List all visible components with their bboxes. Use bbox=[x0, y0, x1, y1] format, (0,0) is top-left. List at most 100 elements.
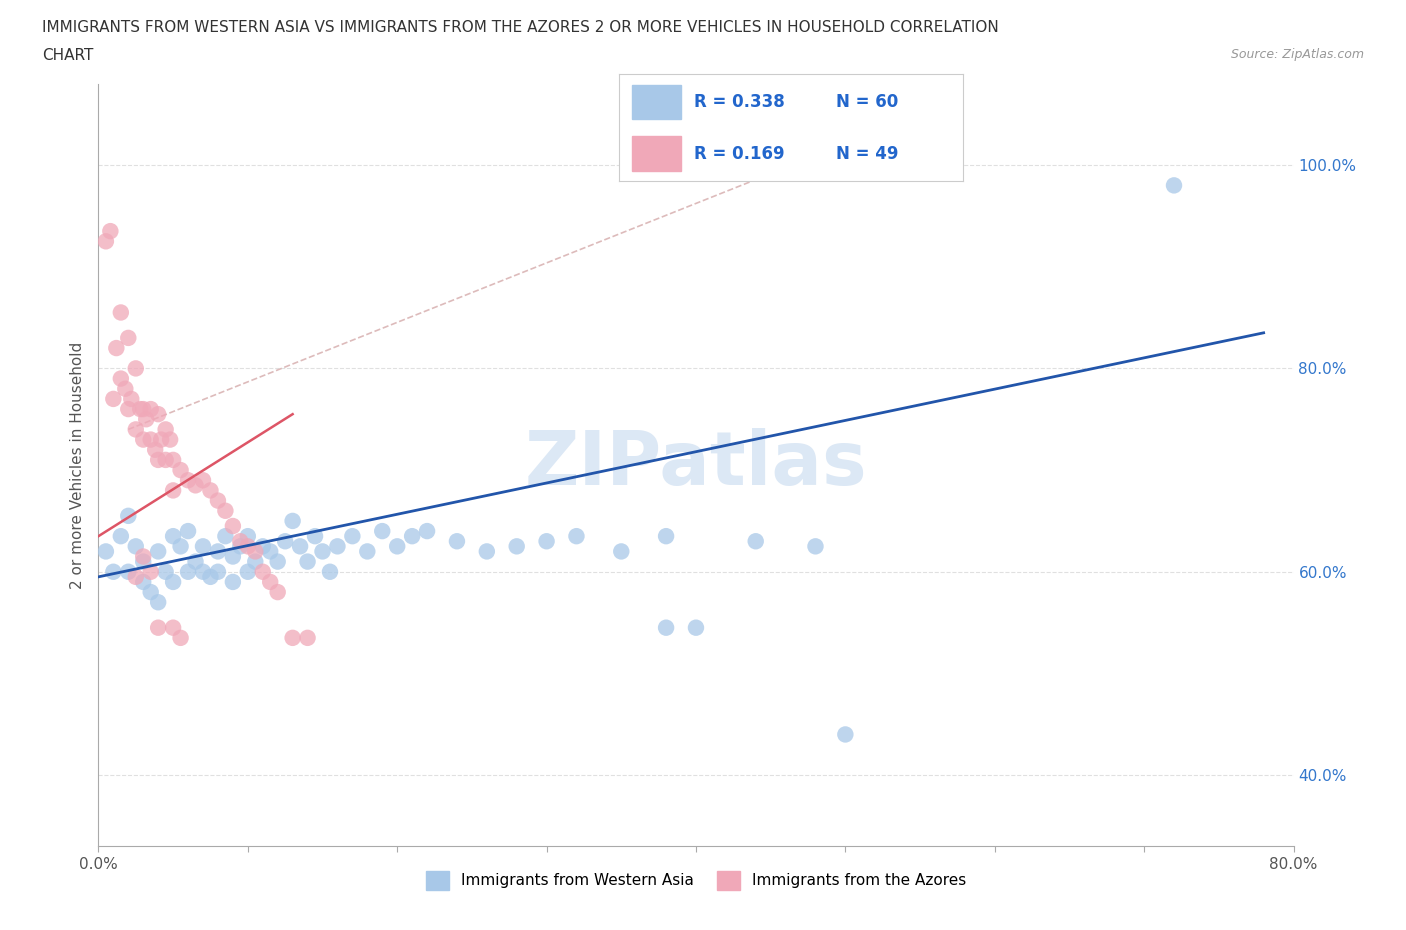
Y-axis label: 2 or more Vehicles in Household: 2 or more Vehicles in Household bbox=[70, 341, 86, 589]
Point bbox=[135, 412, 157, 427]
Point bbox=[117, 565, 139, 579]
Point bbox=[342, 529, 364, 544]
Point bbox=[685, 620, 707, 635]
Point bbox=[117, 402, 139, 417]
Point bbox=[139, 432, 162, 447]
Text: N = 49: N = 49 bbox=[835, 144, 898, 163]
Point bbox=[162, 575, 184, 590]
Point bbox=[143, 443, 166, 458]
Point bbox=[319, 565, 342, 579]
Text: N = 60: N = 60 bbox=[835, 93, 898, 112]
Point bbox=[117, 509, 139, 524]
Point bbox=[416, 524, 439, 538]
Point bbox=[162, 620, 184, 635]
Point bbox=[125, 422, 148, 437]
Point bbox=[125, 361, 148, 376]
Point bbox=[200, 569, 222, 584]
Legend: Immigrants from Western Asia, Immigrants from the Azores: Immigrants from Western Asia, Immigrants… bbox=[420, 865, 972, 896]
Point bbox=[229, 534, 252, 549]
Point bbox=[139, 565, 162, 579]
Point bbox=[214, 503, 236, 518]
Point bbox=[110, 371, 132, 386]
Point bbox=[259, 544, 281, 559]
Point bbox=[191, 565, 214, 579]
Point bbox=[184, 478, 207, 493]
Point bbox=[222, 549, 245, 564]
Point bbox=[236, 565, 259, 579]
Point bbox=[132, 402, 155, 417]
Bar bbox=[633, 137, 681, 171]
Point bbox=[169, 462, 191, 477]
Point bbox=[191, 472, 214, 487]
Point bbox=[162, 483, 184, 498]
Text: R = 0.169: R = 0.169 bbox=[695, 144, 785, 163]
Point bbox=[297, 631, 319, 645]
Point bbox=[155, 453, 177, 468]
Point bbox=[207, 544, 229, 559]
Point bbox=[834, 727, 856, 742]
Point bbox=[356, 544, 378, 559]
Point bbox=[252, 565, 274, 579]
Point bbox=[155, 565, 177, 579]
Point bbox=[191, 538, 214, 553]
Point bbox=[401, 529, 423, 544]
Point bbox=[177, 565, 200, 579]
Point bbox=[148, 595, 170, 610]
Point bbox=[259, 575, 281, 590]
Point bbox=[110, 305, 132, 320]
Point bbox=[207, 493, 229, 508]
Point bbox=[148, 620, 170, 635]
Point bbox=[311, 544, 333, 559]
Point bbox=[245, 554, 267, 569]
Point bbox=[162, 453, 184, 468]
Point bbox=[132, 549, 155, 564]
Point bbox=[1163, 178, 1185, 193]
Point bbox=[536, 534, 558, 549]
Point bbox=[150, 432, 173, 447]
Text: IMMIGRANTS FROM WESTERN ASIA VS IMMIGRANTS FROM THE AZORES 2 OR MORE VEHICLES IN: IMMIGRANTS FROM WESTERN ASIA VS IMMIGRAN… bbox=[42, 20, 998, 35]
Point bbox=[132, 575, 155, 590]
Point bbox=[148, 453, 170, 468]
Point bbox=[200, 483, 222, 498]
Point bbox=[655, 620, 678, 635]
Point bbox=[281, 513, 304, 528]
Point bbox=[169, 538, 191, 553]
Point bbox=[385, 538, 409, 553]
Point bbox=[105, 340, 128, 355]
Point bbox=[475, 544, 498, 559]
Point bbox=[222, 519, 245, 534]
Point bbox=[274, 534, 297, 549]
Point bbox=[229, 538, 252, 553]
Point bbox=[236, 538, 259, 553]
Point bbox=[125, 569, 148, 584]
Point bbox=[94, 233, 117, 248]
Point bbox=[148, 406, 170, 421]
Point bbox=[132, 432, 155, 447]
Point bbox=[98, 224, 122, 239]
Point bbox=[177, 524, 200, 538]
Point bbox=[139, 585, 162, 600]
Point bbox=[267, 585, 290, 600]
Point bbox=[207, 565, 229, 579]
Point bbox=[139, 402, 162, 417]
Point bbox=[245, 544, 267, 559]
Point bbox=[110, 529, 132, 544]
Text: Source: ZipAtlas.com: Source: ZipAtlas.com bbox=[1230, 48, 1364, 61]
Point bbox=[446, 534, 468, 549]
Point bbox=[148, 544, 170, 559]
Point bbox=[236, 529, 259, 544]
Point bbox=[565, 529, 588, 544]
Point bbox=[169, 631, 191, 645]
Point bbox=[297, 554, 319, 569]
Text: ZIPatlas: ZIPatlas bbox=[524, 429, 868, 501]
Point bbox=[184, 554, 207, 569]
Point bbox=[745, 534, 768, 549]
Bar bbox=[633, 85, 681, 119]
Point bbox=[267, 554, 290, 569]
Point bbox=[132, 554, 155, 569]
Point bbox=[120, 392, 142, 406]
Point bbox=[162, 529, 184, 544]
Point bbox=[159, 432, 181, 447]
Point bbox=[281, 631, 304, 645]
Point bbox=[94, 544, 117, 559]
